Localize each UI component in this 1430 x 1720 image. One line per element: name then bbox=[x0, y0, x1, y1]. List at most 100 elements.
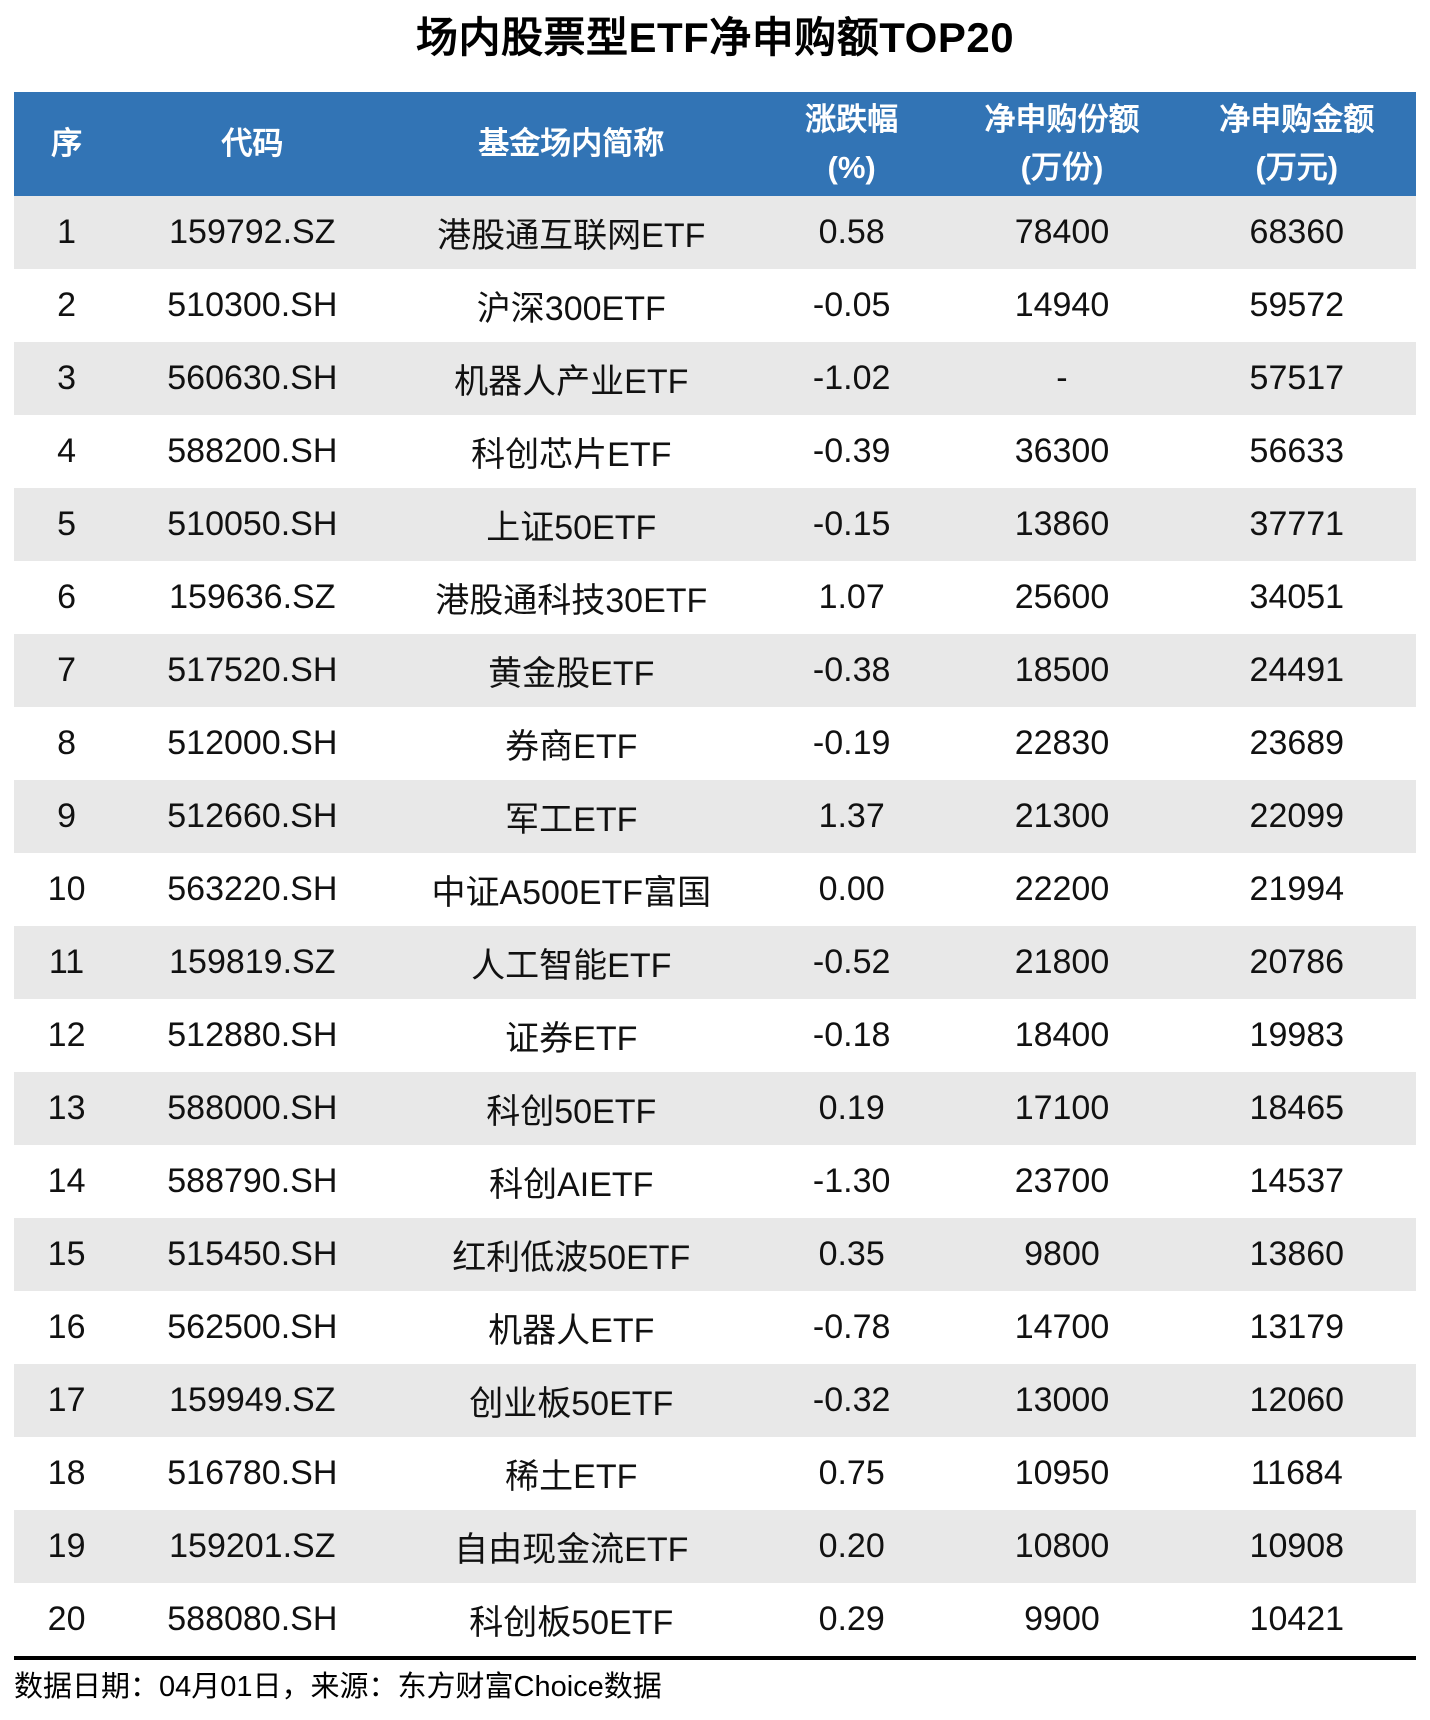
table-bottom-divider: 数据日期：04月01日，来源：东方财富Choice数据 bbox=[14, 1656, 1416, 1707]
cell-name: 机器人产业ETF bbox=[454, 363, 689, 402]
cell-name: 港股通科技30ETF bbox=[435, 582, 708, 621]
cell-shares: 9800 bbox=[1024, 1235, 1100, 1274]
table-row: 5 510050.SH 上证50ETF -0.15 13860 37771 bbox=[14, 488, 1416, 562]
cell-amount: 10908 bbox=[1249, 1527, 1345, 1566]
cell-code: 512000.SH bbox=[167, 724, 338, 763]
column-header-amount: 净申购金额 (万元) bbox=[1177, 92, 1416, 197]
cell-amount: 19983 bbox=[1249, 1016, 1345, 1055]
cell-rank: 9 bbox=[57, 797, 77, 836]
cell-rank: 13 bbox=[47, 1089, 86, 1128]
cell-rank: 19 bbox=[47, 1527, 86, 1566]
cell-amount: 11684 bbox=[1250, 1454, 1343, 1493]
cell-shares: 14700 bbox=[1014, 1308, 1110, 1347]
cell-amount: 20786 bbox=[1249, 943, 1345, 982]
table-row: 18 516780.SH 稀土ETF 0.75 10950 11684 bbox=[14, 1437, 1416, 1511]
cell-name: 券商ETF bbox=[505, 728, 638, 767]
cell-code: 159636.SZ bbox=[169, 578, 336, 617]
cell-code: 560630.SH bbox=[167, 359, 338, 398]
cell-shares: 25600 bbox=[1014, 578, 1110, 617]
table-header-row: 序 代码 基金场内简称 涨跌幅 (%) 净申购份额 (万份) 净申购金额 (万元) bbox=[14, 92, 1416, 197]
cell-change: -0.18 bbox=[812, 1016, 891, 1055]
cell-rank: 11 bbox=[48, 943, 85, 982]
cell-code: 588200.SH bbox=[167, 432, 338, 471]
table-row: 10 563220.SH 中证A500ETF富国 0.00 22200 21994 bbox=[14, 853, 1416, 927]
cell-code: 517520.SH bbox=[167, 651, 338, 690]
cell-shares: 23700 bbox=[1014, 1162, 1110, 1201]
column-header-shares: 净申购份额 (万份) bbox=[946, 92, 1178, 197]
cell-name: 沪深300ETF bbox=[476, 290, 666, 329]
cell-name: 科创芯片ETF bbox=[471, 436, 672, 475]
cell-amount: 21994 bbox=[1249, 870, 1345, 909]
cell-rank: 3 bbox=[57, 359, 77, 398]
column-header-change: 涨跌幅 (%) bbox=[757, 92, 947, 197]
cell-amount: 56633 bbox=[1249, 432, 1345, 471]
cell-rank: 7 bbox=[57, 651, 77, 690]
cell-name: 科创50ETF bbox=[486, 1093, 657, 1132]
cell-shares: 21300 bbox=[1014, 797, 1110, 836]
column-header-line: 净申购份额 bbox=[984, 102, 1140, 138]
cell-amount: 23689 bbox=[1249, 724, 1345, 763]
cell-change: -0.32 bbox=[812, 1381, 891, 1420]
cell-shares: 22830 bbox=[1014, 724, 1110, 763]
etf-top20-report: 场内股票型ETF净申购额TOP20 序 代码 基金场内简称 涨跌幅 (%) 净申购份额 (万… bbox=[14, 14, 1416, 1707]
cell-change: -1.30 bbox=[812, 1162, 891, 1201]
cell-change: 0.19 bbox=[818, 1089, 885, 1128]
cell-code: 515450.SH bbox=[167, 1235, 338, 1274]
cell-change: -0.15 bbox=[812, 505, 891, 544]
cell-rank: 10 bbox=[47, 870, 86, 909]
cell-rank: 8 bbox=[57, 724, 77, 763]
table-body: 1 159792.SZ 港股通互联网ETF 0.58 78400 68360 2 510300… bbox=[14, 196, 1416, 1657]
cell-shares: 9900 bbox=[1024, 1600, 1100, 1639]
table-row: 12 512880.SH 证券ETF -0.18 18400 19983 bbox=[14, 999, 1416, 1073]
cell-name: 机器人ETF bbox=[488, 1312, 655, 1351]
cell-change: -0.78 bbox=[812, 1308, 891, 1347]
cell-change: -0.52 bbox=[812, 943, 891, 982]
cell-name: 人工智能ETF bbox=[471, 947, 672, 986]
cell-rank: 1 bbox=[57, 213, 77, 252]
cell-name: 红利低波50ETF bbox=[452, 1239, 691, 1278]
cell-shares: 21800 bbox=[1014, 943, 1110, 982]
table-row: 13 588000.SH 科创50ETF 0.19 17100 18465 bbox=[14, 1072, 1416, 1146]
cell-code: 159201.SZ bbox=[169, 1527, 336, 1566]
cell-name: 上证50ETF bbox=[486, 509, 657, 548]
column-header-line: 代码 bbox=[221, 126, 284, 162]
cell-shares: 10800 bbox=[1014, 1527, 1110, 1566]
cell-amount: 13179 bbox=[1249, 1308, 1345, 1347]
cell-code: 159792.SZ bbox=[169, 213, 336, 252]
table-row: 2 510300.SH 沪深300ETF -0.05 14940 59572 bbox=[14, 269, 1416, 343]
cell-change: 1.37 bbox=[818, 797, 885, 836]
cell-amount: 37771 bbox=[1249, 505, 1345, 544]
cell-rank: 6 bbox=[57, 578, 77, 617]
column-header-rank: 序 bbox=[14, 92, 120, 197]
cell-code: 588080.SH bbox=[167, 1600, 338, 1639]
cell-name: 中证A500ETF富国 bbox=[431, 874, 712, 913]
table-row: 3 560630.SH 机器人产业ETF -1.02 - 57517 bbox=[14, 342, 1416, 416]
cell-change: 1.07 bbox=[818, 578, 885, 617]
cell-name: 黄金股ETF bbox=[488, 655, 655, 694]
column-header-line: 涨跌幅 bbox=[805, 102, 899, 138]
cell-code: 512880.SH bbox=[167, 1016, 338, 1055]
cell-amount: 68360 bbox=[1249, 213, 1345, 252]
table-row: 14 588790.SH 科创AIETF -1.30 23700 14537 bbox=[14, 1145, 1416, 1219]
column-header-line: (%) bbox=[827, 150, 876, 186]
cell-name: 证券ETF bbox=[505, 1020, 638, 1059]
cell-change: -1.02 bbox=[812, 359, 891, 398]
column-header-line: 序 bbox=[51, 126, 83, 162]
cell-rank: 17 bbox=[47, 1381, 86, 1420]
cell-change: 0.58 bbox=[818, 213, 885, 252]
cell-rank: 15 bbox=[47, 1235, 86, 1274]
cell-code: 512660.SH bbox=[167, 797, 338, 836]
table-header: 序 代码 基金场内简称 涨跌幅 (%) 净申购份额 (万份) 净申购金额 (万元) bbox=[14, 92, 1416, 197]
table-row: 9 512660.SH 军工ETF 1.37 21300 22099 bbox=[14, 780, 1416, 854]
column-header-line: (万元) bbox=[1255, 150, 1339, 186]
cell-code: 588790.SH bbox=[167, 1162, 338, 1201]
cell-code: 510300.SH bbox=[167, 286, 338, 325]
cell-shares: - bbox=[1056, 359, 1068, 398]
table-row: 7 517520.SH 黄金股ETF -0.38 18500 24491 bbox=[14, 634, 1416, 708]
column-header-code: 代码 bbox=[119, 92, 386, 197]
table-row: 17 159949.SZ 创业板50ETF -0.32 13000 12060 bbox=[14, 1364, 1416, 1438]
cell-amount: 34051 bbox=[1249, 578, 1345, 617]
etf-top20-table: 序代码 基金场内简称 涨跌幅 (%) 净申购份额 (万份) 净申购金额 (万元) 1 15979… bbox=[14, 92, 1416, 1657]
cell-name: 科创AIETF bbox=[489, 1166, 654, 1205]
cell-rank: 2 bbox=[57, 286, 77, 325]
